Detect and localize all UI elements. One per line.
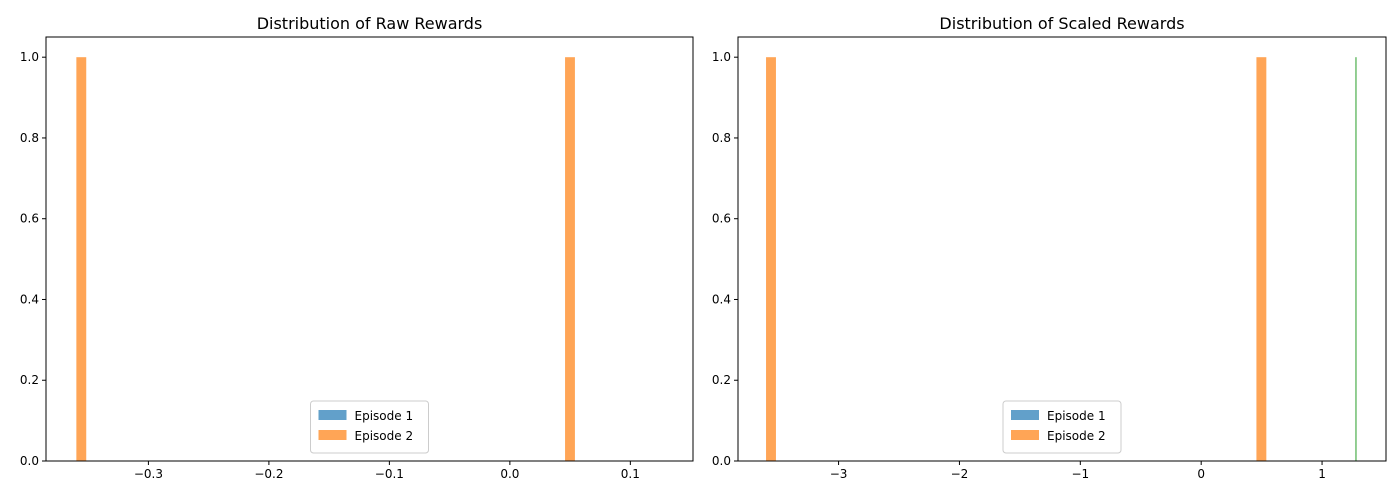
y-tick-label: 1.0 (712, 50, 731, 64)
left-chart: Distribution of Raw Rewards −0.3 −0.2 −0.1… (20, 14, 694, 481)
y-tick-label: 0.8 (20, 131, 39, 145)
axes-frame (737, 36, 1387, 462)
legend-label: Episode 1 (355, 409, 414, 423)
y-tick-label: 0.4 (712, 292, 731, 306)
legend: Episode 1 Episode 2 (1002, 400, 1122, 454)
plot-area: −0.3 −0.2 −0.1 0.0 0.1 0.0 0.2 0.4 0.6 0.8 1.0 Epis… (20, 36, 694, 481)
chart-title: Distribution of Raw Rewards (257, 14, 483, 33)
legend-swatch (1011, 410, 1039, 420)
legend: Episode 1 Episode 2 (310, 400, 429, 454)
histogram-bar (1355, 57, 1357, 461)
x-tick-label: 0.1 (621, 467, 640, 481)
histogram-bar (766, 57, 776, 461)
y-tick-label: 0.6 (712, 212, 731, 226)
y-tick-label: 0.2 (712, 373, 731, 387)
x-tick-label: −1 (1071, 467, 1089, 481)
axes-frame (45, 36, 694, 462)
x-tick-label: 0 (1197, 467, 1205, 481)
y-tick-label: 0.0 (20, 454, 39, 468)
y-tick-label: 0.8 (712, 131, 731, 145)
legend-label: Episode 2 (355, 429, 414, 443)
y-tick-label: 0.2 (20, 373, 39, 387)
x-tick-label: −2 (951, 467, 969, 481)
x-tick-label: −0.2 (254, 467, 283, 481)
x-tick-label: 1 (1318, 467, 1326, 481)
histogram-bar (76, 57, 87, 461)
y-tick-label: 0.4 (20, 292, 39, 306)
y-tick-label: 1.0 (20, 50, 39, 64)
x-tick-label: 0.0 (500, 467, 519, 481)
histogram-bar (1256, 57, 1267, 461)
legend-label: Episode 2 (1047, 429, 1106, 443)
legend-swatch (318, 430, 347, 440)
legend-swatch (1011, 430, 1039, 440)
legend-swatch (318, 410, 347, 420)
histogram-bar (565, 57, 575, 461)
x-tick-label: −3 (830, 467, 848, 481)
legend-label: Episode 1 (1047, 409, 1106, 423)
y-tick-label: 0.6 (20, 212, 39, 226)
right-chart: Distribution of Scaled Rewards −3 −2 −1 0 1 0… (712, 14, 1387, 481)
y-tick-label: 0.0 (712, 454, 731, 468)
chart-title: Distribution of Scaled Rewards (939, 14, 1184, 33)
x-tick-label: −0.1 (375, 467, 404, 481)
x-tick-label: −0.3 (134, 467, 163, 481)
